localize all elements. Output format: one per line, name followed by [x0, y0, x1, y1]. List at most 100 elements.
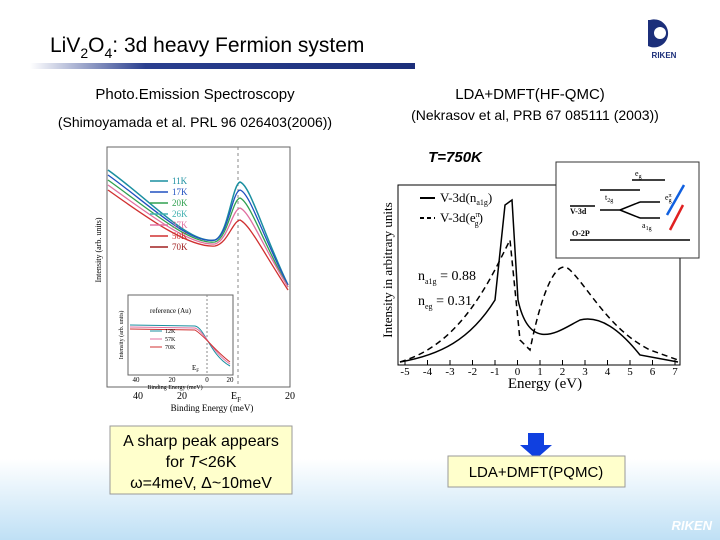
arrow	[665, 184, 686, 216]
inset-x-tick: 20	[227, 376, 235, 384]
note-part: T	[189, 454, 200, 471]
legend-label: V-3d(na1g)	[440, 190, 492, 207]
arrow	[668, 204, 685, 231]
legend-part: V-3d(n	[440, 190, 477, 205]
left-citation: (Shimoyamada et al. PRL 96 026403(2006))	[58, 114, 332, 130]
occ-part: n	[418, 294, 425, 309]
dmft-figure: -5 -4 -3 -2 -1 0 1 2 3 4 5 6 7 Intensity in arbitrar…	[380, 161, 700, 392]
inset-frame	[127, 294, 234, 376]
occ-sub: a1g	[425, 277, 437, 286]
curve	[107, 174, 289, 286]
y-axis-label: Intensity (arb. units)	[94, 217, 103, 282]
logo: RIKEN	[648, 19, 677, 60]
lvl: a	[642, 221, 646, 230]
note-line: ω=4meV, Δ~10meV	[130, 475, 272, 492]
x-tick-label: 0	[515, 366, 521, 378]
x-tick-label: 20	[177, 391, 187, 402]
legend-part: )	[479, 210, 483, 225]
note-box	[109, 425, 293, 495]
curve	[107, 184, 289, 288]
method-box	[447, 455, 626, 488]
lvl-sub: 1g	[646, 226, 652, 232]
x-tick-label: 20	[285, 391, 295, 402]
occ-value: = 0.31	[433, 294, 472, 309]
lvl-sup: π	[669, 193, 672, 199]
occ-part: n	[418, 269, 425, 284]
legend-label: V-3d(eπ g)	[440, 210, 483, 228]
slide-title: LiV2O4: 3d heavy Fermion system	[50, 34, 364, 61]
lvl: t	[605, 193, 608, 202]
legend-label: 70K	[165, 345, 176, 351]
frame	[106, 146, 291, 388]
frame	[397, 184, 681, 366]
legend-label: 20K	[172, 198, 188, 208]
x-tick-label: 6	[650, 366, 656, 378]
curve	[107, 169, 289, 286]
occ-sub: eg	[425, 302, 433, 311]
occ-value: = 0.88	[437, 269, 476, 284]
inset-y-label: Intensity (arb. units)	[118, 311, 125, 360]
lvl: e	[665, 193, 669, 202]
inset-x-tick: 0	[205, 376, 209, 384]
occupation: neg = 0.31	[418, 294, 472, 311]
y-axis-label: Intensity in arbitrary units	[380, 202, 395, 337]
x-tick-label: -3	[445, 366, 455, 378]
logo-text: RIKEN	[652, 51, 677, 60]
x-tick-label: 3	[582, 366, 588, 378]
level-label: eg	[635, 169, 642, 180]
inset-title: reference (Au)	[150, 307, 192, 315]
lvl: e	[635, 169, 639, 178]
level-label: eπ g	[665, 193, 672, 204]
left-heading: Photo.Emission Spectroscopy	[95, 86, 295, 103]
legend-sub: a1g	[476, 198, 488, 207]
x-tick-label: -2	[468, 366, 477, 378]
title-sub: 2	[80, 45, 88, 61]
note-part: for	[166, 454, 189, 471]
ef-main: E	[192, 364, 196, 372]
inset-x-tick: 40	[133, 376, 141, 384]
legend-part: )	[488, 190, 492, 205]
x-tick-label: EF	[231, 391, 241, 404]
title-bar	[30, 63, 415, 69]
ef-main: E	[231, 391, 237, 402]
x-tick-label: 4	[605, 366, 611, 378]
level-label: V-3d	[570, 207, 587, 216]
note-line: for T<26K	[166, 454, 237, 471]
right-citation: (Nekrasov et al, PRB 67 085111 (2003))	[411, 107, 659, 123]
note-line: A sharp peak appears	[123, 433, 279, 450]
title-part: : 3d heavy Fermion system	[112, 34, 364, 57]
x-tick-label: 1	[537, 366, 543, 378]
title-sub: 4	[105, 45, 113, 61]
lvl-sub: 2g	[607, 198, 613, 204]
lvl-sub: g	[669, 198, 672, 204]
title-part: O	[88, 34, 104, 57]
title-part: LiV	[50, 34, 80, 57]
inset-curve	[129, 328, 231, 363]
legend-sub: g	[475, 219, 479, 228]
x-tick-label: 2	[560, 366, 566, 378]
occupation: na1g = 0.88	[418, 269, 476, 286]
legend-label: 11K	[172, 176, 188, 186]
legend-label: 26K	[172, 209, 188, 219]
legend-label: 70K	[172, 242, 188, 252]
temperature: T=750K	[428, 149, 483, 166]
inset-ef: EF	[192, 364, 199, 374]
legend-sup: π	[476, 210, 480, 219]
x-tick-label: 7	[672, 366, 678, 378]
x-tick-label: -4	[423, 366, 433, 378]
legend-label: 37K	[172, 220, 188, 230]
inset-frame	[555, 161, 700, 259]
ef-sub: F	[196, 369, 199, 374]
x-tick-label: 40	[133, 391, 143, 402]
curve	[107, 179, 289, 288]
legend-label: 12K	[165, 329, 176, 335]
legend-label: 17K	[172, 187, 188, 197]
x-tick-label: -5	[400, 366, 410, 378]
x-tick-label: 5	[627, 366, 633, 378]
right-heading: LDA+DMFT(HF-QMC)	[455, 86, 605, 103]
level-label: a1g	[642, 221, 652, 232]
levels	[570, 179, 690, 241]
inset-x-tick: 20	[169, 376, 177, 384]
